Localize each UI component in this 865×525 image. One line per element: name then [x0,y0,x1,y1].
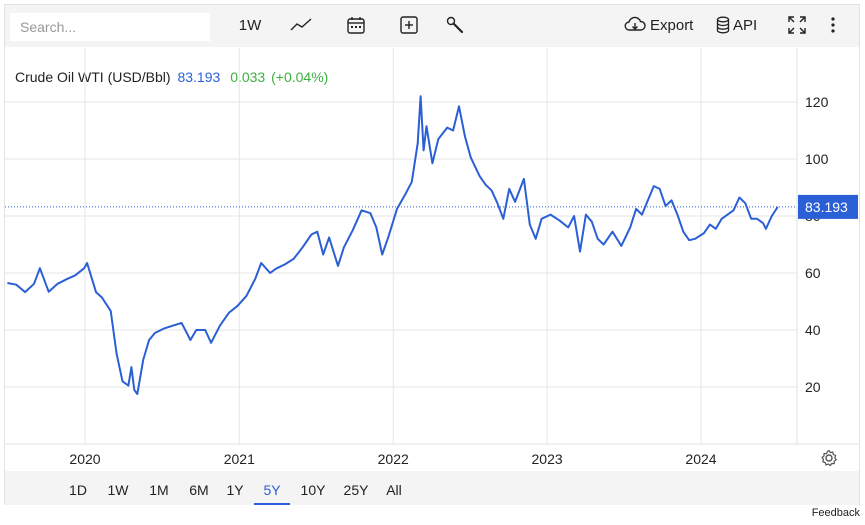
x-tick-label: 2023 [532,451,563,467]
range-1m[interactable]: 1M [149,482,169,498]
range-25y[interactable]: 25Y [343,482,369,498]
instrument-name: Crude Oil WTI (USD/Bbl) [15,69,171,85]
chart-grid [5,48,860,445]
instrument-change-pct: (+0.04%) [271,69,329,85]
gear-icon[interactable] [820,449,838,467]
api-button[interactable]: API [716,10,764,40]
export-label: Export [650,16,694,34]
range-10y[interactable]: 10Y [300,482,326,498]
cloud-download-icon [624,16,646,31]
fullscreen-icon[interactable] [786,10,808,40]
x-axis: 2020 2021 2022 2023 2024 [69,451,716,467]
y-axis: 20406080100120 [805,94,829,395]
instrument-price: 83.193 [177,69,221,85]
y-tick-label: 60 [805,265,821,281]
range-1d[interactable]: 1D [69,482,87,498]
x-tick-label: 2021 [224,451,255,467]
y-tick-label: 100 [805,151,829,167]
database-icon [716,16,730,34]
wrench-icon[interactable] [443,10,467,40]
y-tick-label: 40 [805,322,821,338]
x-tick-label: 2024 [685,451,716,467]
range-all[interactable]: All [386,482,402,498]
x-tick-label: 2020 [69,451,100,467]
export-button[interactable]: Export [624,10,698,40]
range-5y[interactable]: 5Y [254,475,290,505]
add-indicator-icon[interactable] [397,10,421,40]
more-vertical-icon[interactable] [826,10,840,40]
y-tick-label: 120 [805,94,829,110]
range-1y[interactable]: 1Y [226,482,244,498]
interval-button[interactable]: 1W [238,16,262,34]
last-price-box [798,194,858,219]
price-line [7,95,779,396]
api-label: API [733,16,758,34]
feedback-link[interactable]: Feedback [811,507,860,519]
search-input[interactable] [10,13,210,41]
line-chart-icon[interactable] [288,10,314,40]
range-selector: 1D 1W 1M 6M 1Y 5Y 10Y 25Y All [5,471,859,505]
y-tick-label: 20 [805,379,821,395]
range-6m[interactable]: 6M [189,482,209,498]
last-price-label: 83.193 [805,199,848,215]
calendar-icon[interactable] [344,10,368,40]
x-tick-label: 2022 [378,451,409,467]
range-1w[interactable]: 1W [107,482,129,498]
